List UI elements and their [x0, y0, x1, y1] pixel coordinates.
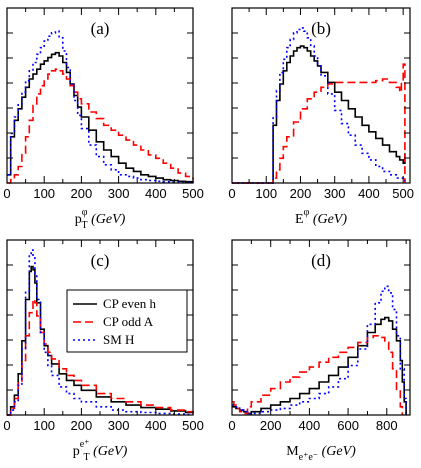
legend-box	[66, 289, 188, 353]
x-tick-label: 800	[376, 418, 398, 433]
x-axis-label: Eφ (GeV)	[295, 207, 347, 227]
x-tick-label: 100	[255, 186, 277, 201]
x-tick-label: 200	[260, 418, 282, 433]
series-sm-line	[232, 27, 406, 184]
panel-1: 0 100 200 300 400 500 (a) pφ T (GeV)	[3, 7, 204, 231]
series-cp-odd-line	[232, 63, 406, 184]
panel-4: 0 200 400 600 800 (d) Me⁺e⁻ (GeV)	[228, 239, 411, 463]
legend: CP even h CP odd A SM H	[66, 289, 188, 353]
x-axis-label: Me⁺e⁻ (GeV)	[286, 444, 356, 463]
x-tick-label: 600	[337, 418, 359, 433]
x-tick-label: 300	[108, 418, 130, 433]
x-tick-label: 0	[228, 186, 235, 201]
x-axis-label: pe⁺ T (GeV)	[73, 439, 128, 463]
series-cp-even-line	[7, 51, 194, 183]
legend-label: CP odd A	[103, 314, 154, 329]
x-tick-label: 400	[299, 418, 321, 433]
x-tick-label: 100	[33, 186, 55, 201]
panel-label: (c)	[91, 251, 110, 270]
x-tick-label: 500	[182, 186, 204, 201]
panel-label: (b)	[311, 19, 331, 38]
x-tick-label: 100	[33, 418, 55, 433]
x-tick-label: 0	[3, 186, 10, 201]
x-tick-label: 0	[228, 418, 235, 433]
series-sm-line	[232, 285, 407, 415]
x-tick-label: 200	[71, 186, 93, 201]
plot-frame	[231, 7, 411, 184]
panel-2: 0 100 200 300 400 500 (b) Eφ (GeV)	[228, 7, 414, 227]
series-cp-even-line	[232, 45, 406, 184]
legend-label: SM H	[103, 332, 134, 347]
x-tick-label: 400	[145, 186, 167, 201]
series-sm-line	[7, 249, 194, 416]
x-tick-label: 300	[108, 186, 130, 201]
series-cp-odd-line	[7, 298, 194, 416]
series-cp-odd-line	[7, 68, 194, 184]
series-sm-line	[7, 30, 194, 184]
x-tick-label: 400	[358, 186, 380, 201]
x-tick-label: 200	[290, 186, 312, 201]
panel-label: (d)	[311, 251, 331, 270]
panel-3: 0 100 200 300 400 500(c)pe⁺ T (GeV)CP even hCP…	[3, 239, 204, 463]
x-axis-label: pφ T (GeV)	[75, 207, 126, 231]
series-cp-odd-line	[232, 335, 404, 415]
x-tick-label: 200	[71, 418, 93, 433]
plot-frame	[231, 239, 411, 416]
x-tick-label: 400	[145, 418, 167, 433]
panel-label: (a)	[91, 19, 110, 38]
x-tick-label: 500	[392, 186, 414, 201]
x-tick-label: 300	[324, 186, 346, 201]
x-tick-label: 500	[182, 418, 204, 433]
legend-label: CP even h	[103, 296, 156, 311]
x-tick-label: 0	[3, 418, 10, 433]
